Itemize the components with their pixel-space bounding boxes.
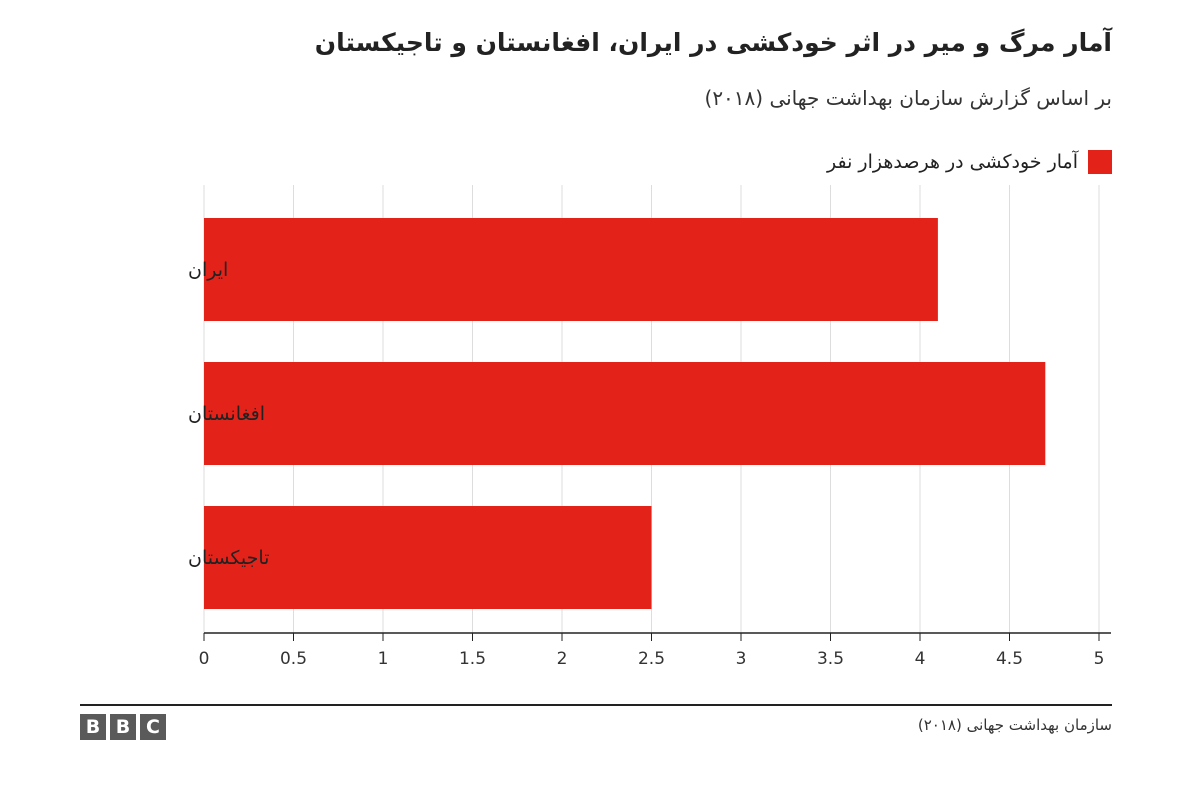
x-tick-label: 5 [1094,649,1105,669]
category-label: افغانستان [188,403,265,425]
x-tick-label: 2 [557,649,568,669]
logo-letter: B [80,714,106,740]
bar [204,506,652,609]
x-tick-label: 4 [915,649,926,669]
category-label: ایران [188,259,228,281]
x-tick-label: 4.5 [996,649,1023,669]
x-tick-label: 1.5 [459,649,486,669]
source-note: سازمان بهداشت جهانی (۲۰۱۸) [917,716,1112,734]
category-label: تاجیکستان [188,547,269,569]
logo-letter: B [110,714,136,740]
x-tick-label: 1 [378,649,389,669]
x-tick-label: 0 [199,649,210,669]
x-tick-label: 0.5 [280,649,307,669]
legend: آمار خودکشی در هرصدهزار نفر [827,150,1112,174]
chart-subtitle: بر اساس گزارش سازمان بهداشت جهانی (۲۰۱۸) [704,86,1113,110]
x-tick-label: 3 [736,649,747,669]
footer-divider [80,704,1112,706]
bar [204,362,1046,465]
chart-title: آمار مرگ و میر در اثر خودکشی در ایران، ا… [314,28,1112,57]
bar [204,218,938,321]
x-tick-label: 3.5 [817,649,844,669]
legend-label: آمار خودکشی در هرصدهزار نفر [826,151,1078,173]
x-tick-label: 2.5 [638,649,665,669]
legend-swatch [1088,150,1112,174]
logo-letter: C [140,714,166,740]
bbc-logo: B B C [80,714,166,740]
